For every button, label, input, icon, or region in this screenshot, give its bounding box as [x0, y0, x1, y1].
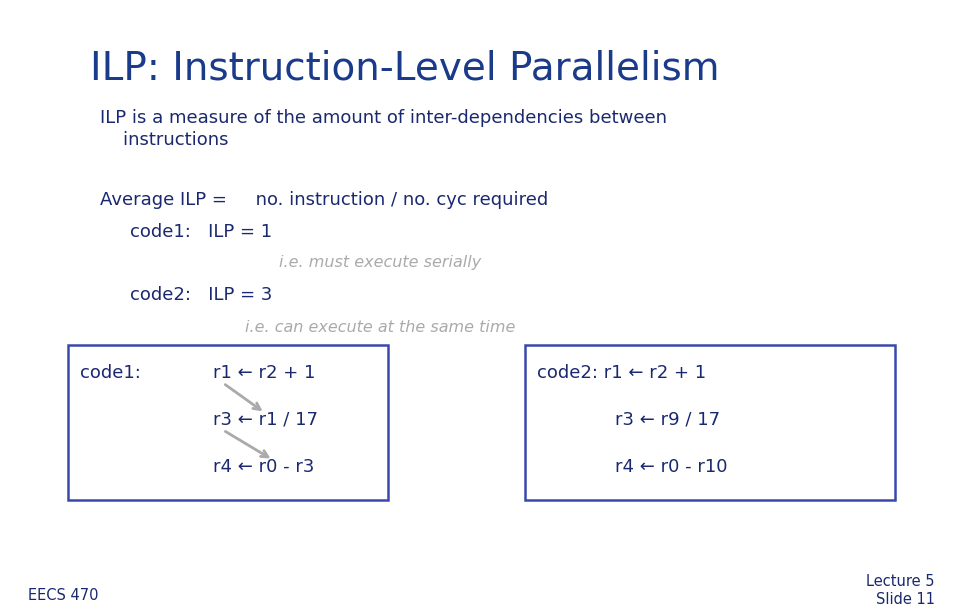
- Text: code2: r1 ← r2 + 1: code2: r1 ← r2 + 1: [537, 364, 706, 382]
- Text: Slide 11: Slide 11: [876, 592, 935, 608]
- Text: r4 ← r0 - r3: r4 ← r0 - r3: [213, 458, 314, 476]
- FancyBboxPatch shape: [68, 345, 388, 500]
- Text: Average ILP =     no. instruction / no. cyc required: Average ILP = no. instruction / no. cyc …: [100, 191, 548, 209]
- Text: instructions: instructions: [100, 131, 229, 149]
- Text: r4 ← r0 - r10: r4 ← r0 - r10: [615, 458, 727, 476]
- Text: EECS 470: EECS 470: [28, 589, 99, 603]
- Text: i.e. must execute serially: i.e. must execute serially: [279, 255, 481, 271]
- Text: i.e. can execute at the same time: i.e. can execute at the same time: [245, 321, 515, 335]
- Text: ILP: Instruction-Level Parallelism: ILP: Instruction-Level Parallelism: [90, 49, 719, 87]
- Text: ILP is a measure of the amount of inter-dependencies between: ILP is a measure of the amount of inter-…: [100, 109, 667, 127]
- Text: Lecture 5: Lecture 5: [866, 575, 935, 589]
- Text: code1:: code1:: [80, 364, 141, 382]
- Text: code1:   ILP = 1: code1: ILP = 1: [130, 223, 272, 241]
- Text: r3 ← r9 / 17: r3 ← r9 / 17: [615, 411, 720, 429]
- Text: r3 ← r1 / 17: r3 ← r1 / 17: [213, 411, 318, 429]
- Text: code2:   ILP = 3: code2: ILP = 3: [130, 286, 272, 304]
- Text: r1 ← r2 + 1: r1 ← r2 + 1: [213, 364, 315, 382]
- FancyBboxPatch shape: [525, 345, 895, 500]
